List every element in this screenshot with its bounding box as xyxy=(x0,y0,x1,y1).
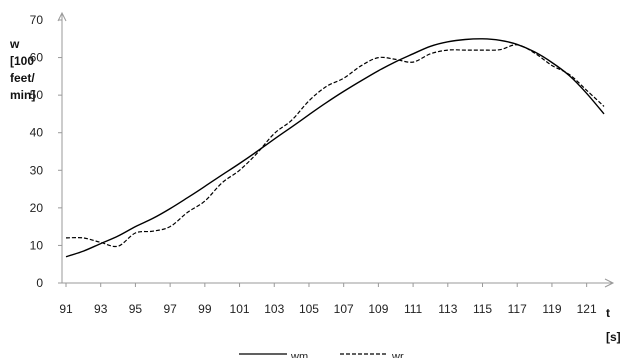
y-tick-label: 50 xyxy=(30,88,44,102)
x-tick-label: 109 xyxy=(368,302,388,316)
x-axis-label-line: [s] xyxy=(606,330,621,344)
y-tick-label: 0 xyxy=(36,276,43,290)
y-tick-label: 20 xyxy=(30,201,44,215)
x-axis-label-line: t xyxy=(606,306,610,320)
y-axis-label-line: min] xyxy=(10,88,35,102)
x-tick-label: 91 xyxy=(59,302,73,316)
y-tick-label: 30 xyxy=(30,163,44,177)
x-tick-label: 117 xyxy=(508,302,527,316)
x-tick-label: 115 xyxy=(473,302,492,316)
y-axis-label-line: feet/ xyxy=(10,71,35,85)
x-tick-label: 119 xyxy=(542,302,561,316)
x-tick-label: 113 xyxy=(438,302,457,316)
x-tick-label: 99 xyxy=(198,302,212,316)
legend: wm wr xyxy=(239,351,404,358)
x-tick-label: 93 xyxy=(94,302,108,316)
y-axis-arrow xyxy=(57,11,67,22)
y-tick-label: 40 xyxy=(30,126,44,140)
legend-label-wr: wr xyxy=(391,351,404,358)
axes xyxy=(57,11,615,288)
x-tick-label: 105 xyxy=(299,302,319,316)
x-tick-labels: 91 93 95 97 99 101 103 105 107 109 111 113 115 117 119… xyxy=(59,283,597,316)
series-line-wm xyxy=(65,38,605,258)
x-axis-label: t [s] xyxy=(606,306,621,344)
x-tick-label: 101 xyxy=(230,302,250,316)
y-axis-label-line: [100 xyxy=(10,54,34,68)
x-tick-label: 95 xyxy=(129,302,143,316)
x-tick-label: 121 xyxy=(577,302,597,316)
legend-label-wm: wm xyxy=(290,351,308,358)
series-line-wr xyxy=(65,44,605,248)
plot-area xyxy=(65,38,605,258)
y-axis-label-line: w xyxy=(9,37,20,51)
y-tick-labels: 0 10 20 30 40 50 60 70 xyxy=(30,13,62,290)
y-axis-label: w [100 feet/min] xyxy=(9,37,35,102)
y-tick-label: 10 xyxy=(30,238,44,252)
x-tick-label: 103 xyxy=(264,302,284,316)
x-tick-label: 111 xyxy=(404,302,423,316)
x-tick-label: 107 xyxy=(334,302,354,316)
x-tick-label: 97 xyxy=(163,302,177,316)
y-tick-label: 60 xyxy=(30,51,44,65)
x-axis-arrow xyxy=(604,278,615,288)
y-tick-label: 70 xyxy=(30,13,44,27)
